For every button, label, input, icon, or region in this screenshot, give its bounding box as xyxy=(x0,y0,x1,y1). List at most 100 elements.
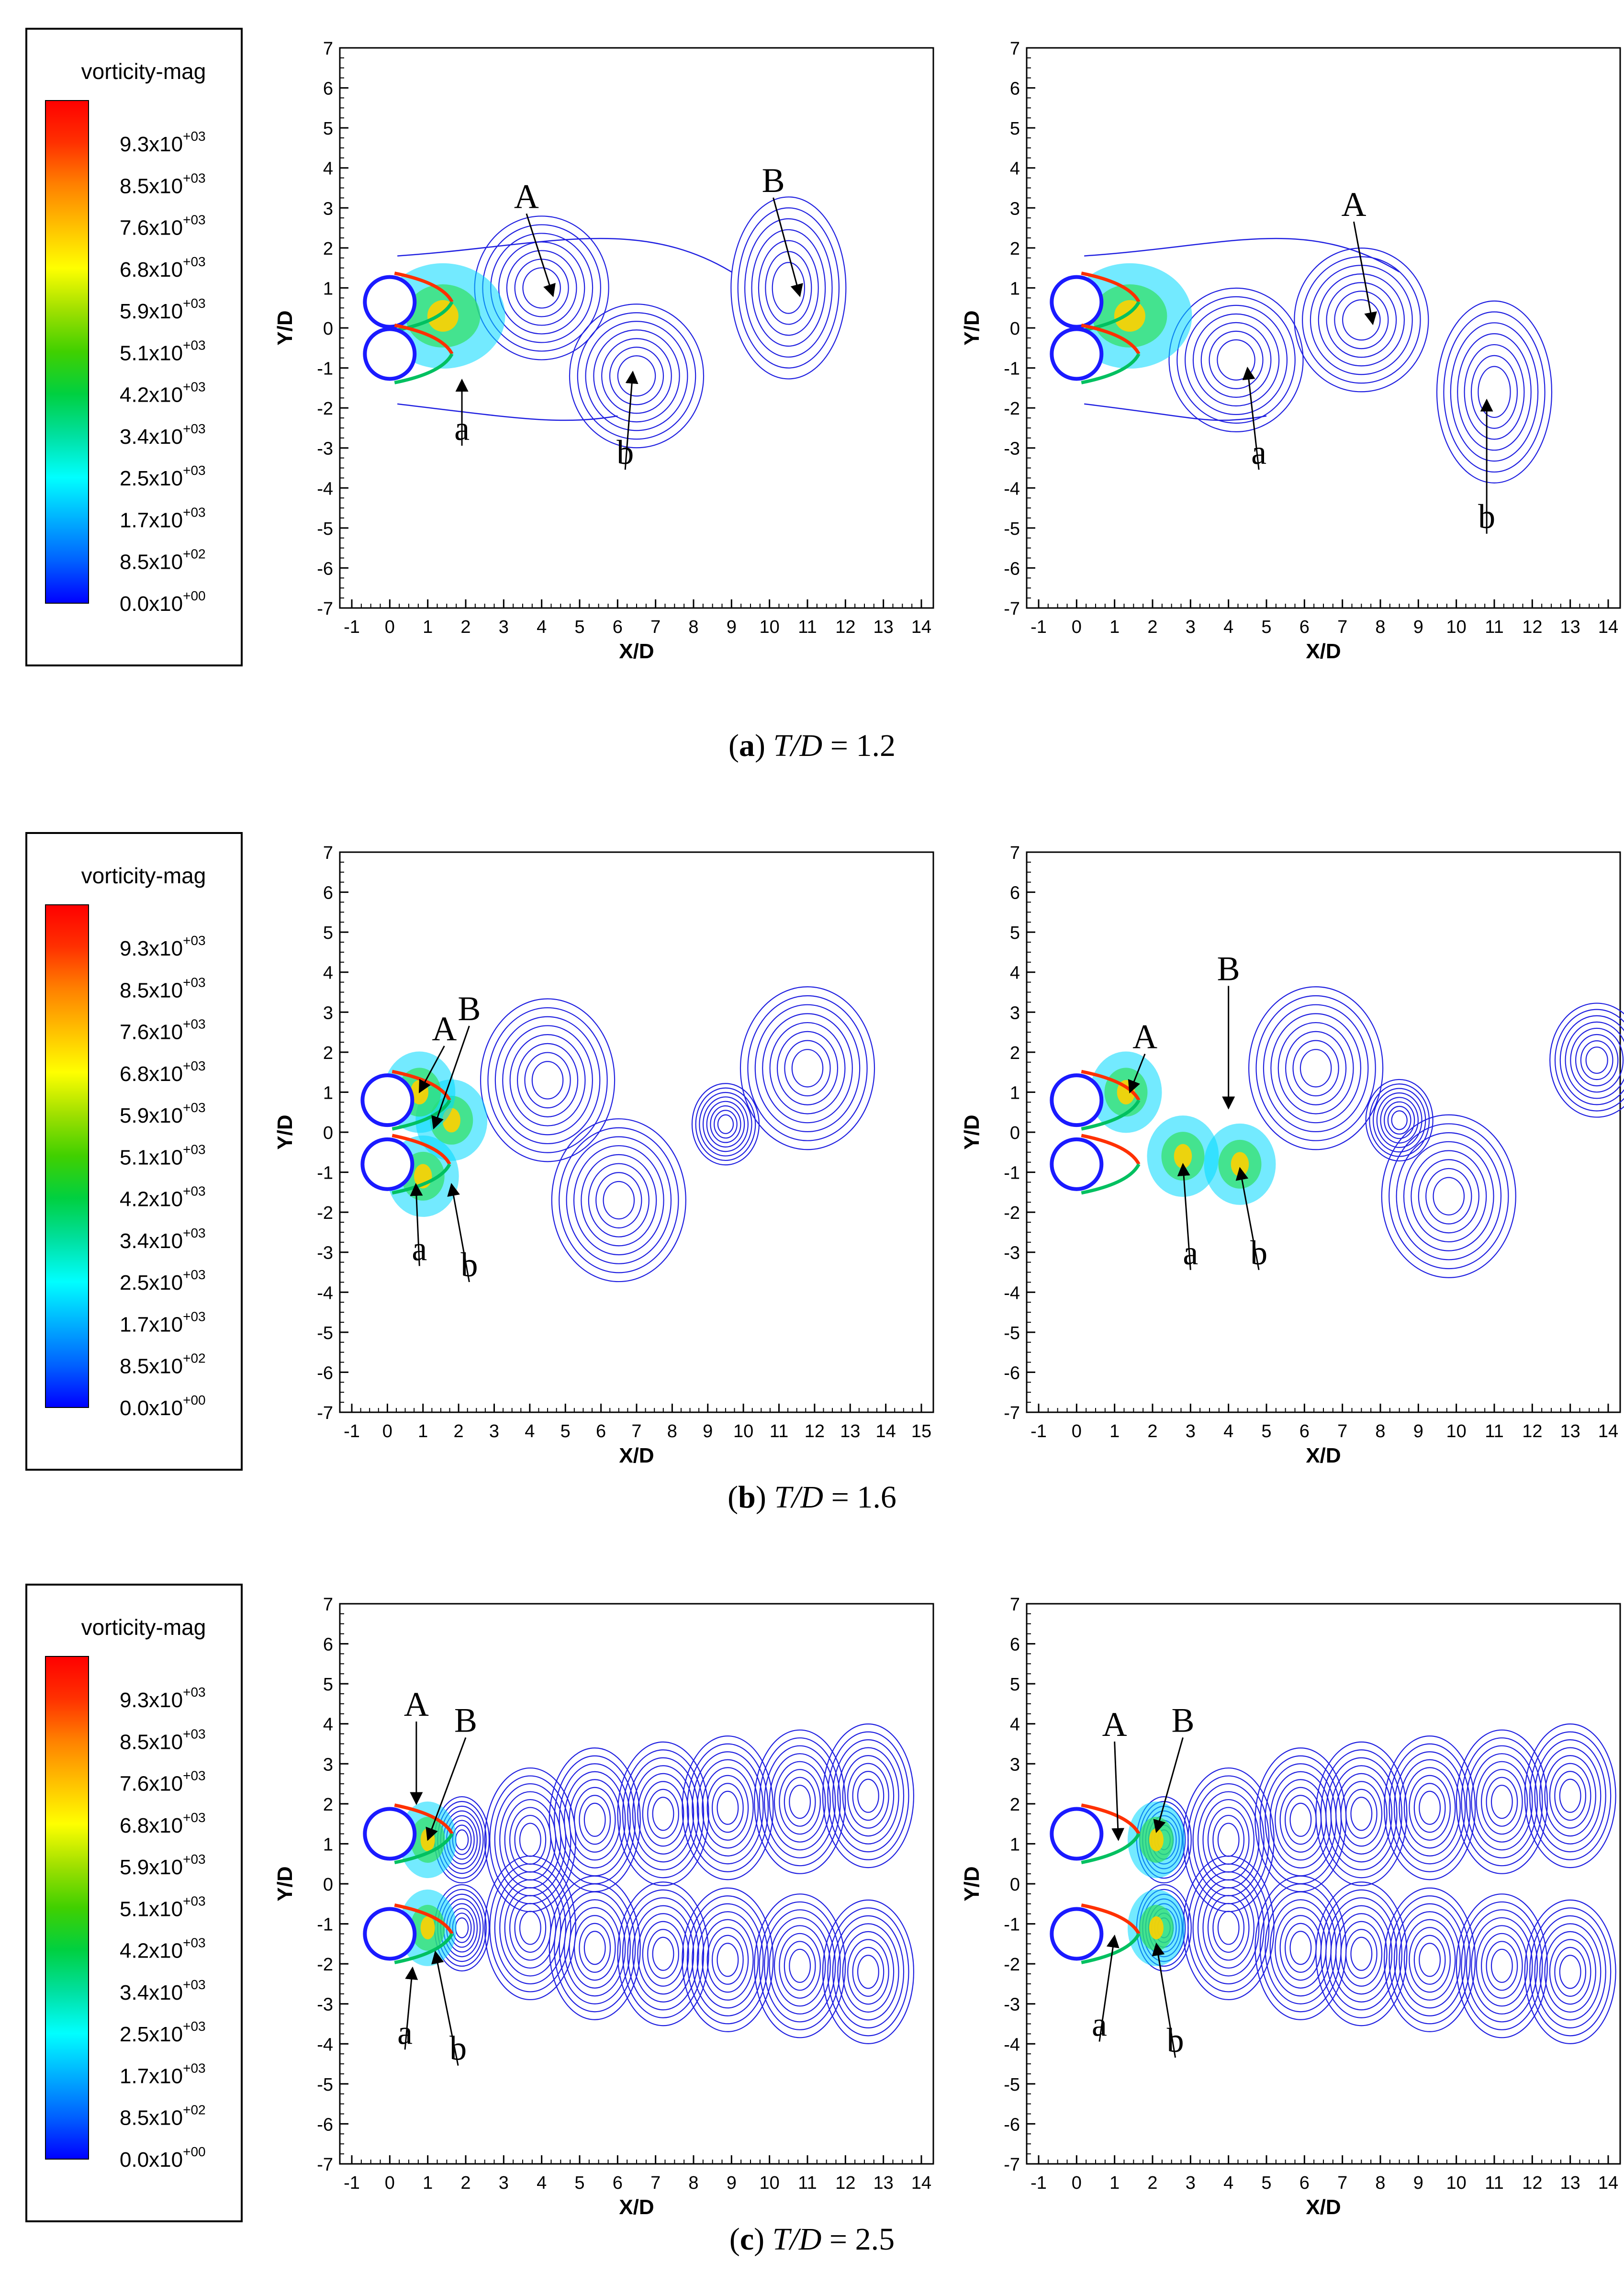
x-tick-label: 3 xyxy=(1186,617,1196,637)
vortex-contour xyxy=(504,1887,557,1969)
y-tick-label: -4 xyxy=(1004,2035,1020,2055)
y-tick-label: 7 xyxy=(323,39,333,59)
x-tick-label: 1 xyxy=(423,2173,433,2193)
vortex-contour xyxy=(1365,1079,1434,1162)
y-tick-label: 6 xyxy=(323,79,333,99)
x-tick-label: 14 xyxy=(911,617,931,637)
vortex-contour xyxy=(737,207,840,369)
x-tick-label: 13 xyxy=(874,617,894,637)
caption-value: 1.6 xyxy=(857,1480,896,1515)
wake-envelope xyxy=(397,403,618,421)
plot-frame xyxy=(339,1603,934,2165)
vortex-contour xyxy=(1326,282,1397,358)
vortex-contour xyxy=(522,267,561,309)
vortex-contour xyxy=(1403,1919,1456,2001)
vortex-contour xyxy=(686,1743,769,1872)
vortex-contour xyxy=(617,1881,709,2026)
vortex-contour xyxy=(647,1929,679,1979)
vortex-contour xyxy=(773,1925,826,2007)
vortex-contour xyxy=(1411,1150,1487,1243)
x-tick-label: 11 xyxy=(1485,617,1503,637)
vortex-contour xyxy=(1192,1783,1265,1897)
y-tick-label: -5 xyxy=(317,1323,333,1343)
vortex-contour xyxy=(837,1923,899,2021)
vortex-contour xyxy=(516,1043,579,1117)
vortex-contour xyxy=(1486,1777,1518,1827)
vortex-contour xyxy=(1575,1034,1619,1087)
vortex-contour xyxy=(772,262,806,314)
legend-tick-label: 0.0x10+00 xyxy=(120,1393,206,1420)
y-tick-label: -3 xyxy=(317,1243,333,1263)
vorticity-hotspot xyxy=(1114,300,1145,332)
vortex-contour xyxy=(490,233,594,343)
vortex-contour xyxy=(617,355,656,397)
y-tick-label: 7 xyxy=(323,1595,333,1615)
shear-layer xyxy=(1081,1933,1141,1964)
vortex-contour xyxy=(779,1933,821,1999)
vortex-contour xyxy=(1315,1881,1408,2026)
vortex-contour xyxy=(551,1118,686,1283)
vortex-contour xyxy=(739,986,875,1150)
vortex-contour xyxy=(1369,1083,1430,1157)
vortex-contour xyxy=(702,1919,754,2001)
vortex-contour xyxy=(489,1775,571,1904)
shear-layer xyxy=(1081,1099,1141,1131)
vortex-contour xyxy=(1389,1895,1471,2025)
vortex-contour xyxy=(1471,1753,1533,1851)
vortex-contour xyxy=(579,1795,611,1845)
y-tick-label: 0 xyxy=(323,319,333,339)
x-tick-label: 9 xyxy=(727,2173,737,2193)
x-tick-label: -1 xyxy=(344,2173,360,2193)
vortex-contour xyxy=(1335,1773,1388,1855)
vorticity-hotspot xyxy=(1174,1144,1192,1169)
vortex-contour xyxy=(642,1921,684,1987)
y-tick-label: -6 xyxy=(1004,1363,1020,1383)
vorticity-contours xyxy=(1090,986,1624,1278)
vortex-contour xyxy=(773,1761,826,1843)
cylinder xyxy=(363,1907,417,1961)
vortex-contour xyxy=(583,1802,606,1837)
vortex-contour xyxy=(1554,1009,1624,1112)
x-tick-label: 0 xyxy=(385,2173,395,2193)
vortex-contour xyxy=(595,1172,642,1228)
vortex-contour xyxy=(1464,344,1525,440)
y-tick-label: -7 xyxy=(317,2155,333,2175)
vortex-contour xyxy=(583,1931,606,1965)
vortex-contour xyxy=(1209,330,1264,389)
vortex-contour xyxy=(1403,1141,1494,1251)
y-axis-label: Y/D xyxy=(960,1866,984,1901)
vortex-contour xyxy=(747,995,868,1141)
vortex-contour xyxy=(763,1745,836,1858)
vortex-contour xyxy=(455,1829,469,1850)
x-tick-label: 13 xyxy=(840,1421,860,1441)
vortex-contour xyxy=(852,1947,885,1997)
shear-layer xyxy=(1081,1903,1141,1935)
vortex-contour xyxy=(784,1777,816,1827)
y-tick-label: -5 xyxy=(317,2075,333,2095)
vortex-label: B xyxy=(1171,1701,1194,1739)
vortex-contour xyxy=(1461,1737,1543,1867)
x-tick-label: 7 xyxy=(650,617,661,637)
y-tick-label: 5 xyxy=(323,119,333,139)
vortex-contour xyxy=(1490,1785,1513,1819)
vortex-label: A xyxy=(432,1010,457,1048)
vortex-contour xyxy=(1544,1755,1596,1837)
shear-layer xyxy=(394,1833,454,1864)
y-tick-label: -6 xyxy=(317,559,333,579)
shear-layer xyxy=(1081,1134,1141,1165)
vortex-contour xyxy=(577,312,696,440)
x-tick-label: 9 xyxy=(703,1421,713,1441)
vorticity-hotspot xyxy=(1231,1152,1249,1177)
x-tick-label: -1 xyxy=(1030,2173,1047,2193)
x-tick-label: 7 xyxy=(1337,2173,1347,2193)
vortex-contour xyxy=(494,1783,567,1897)
shear-layer xyxy=(1081,1163,1141,1195)
vortex-contour xyxy=(1207,1895,1250,1961)
vortex-contour xyxy=(1376,1092,1422,1148)
x-tick-label: 3 xyxy=(1186,2173,1196,2193)
vortex-contour xyxy=(1476,1925,1528,2007)
vortex-contour xyxy=(827,1907,909,2037)
x-tick-label: 10 xyxy=(760,2173,780,2193)
vortex-contour xyxy=(857,1778,879,1813)
